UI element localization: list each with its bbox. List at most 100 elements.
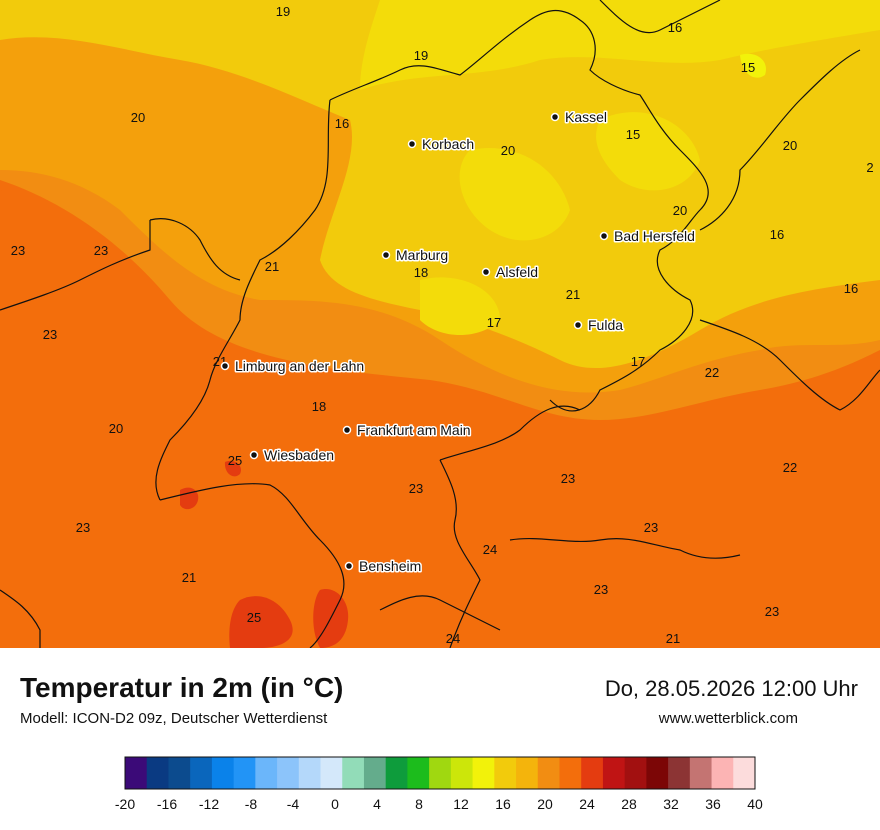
- temperature-value: 24: [446, 631, 460, 646]
- city-label: Wiesbaden: [264, 447, 334, 463]
- city-label: Frankfurt am Main: [357, 422, 471, 438]
- temperature-value: 23: [644, 520, 658, 535]
- scale-swatch: [363, 757, 387, 789]
- scale-swatch: [255, 757, 278, 789]
- temperature-value: 20: [783, 138, 797, 153]
- city-marker: Frankfurt am Main: [342, 421, 472, 440]
- bright-zone: [740, 53, 766, 78]
- hot-spot: [180, 487, 199, 510]
- temperature-value: 18: [312, 399, 326, 414]
- scale-tick-label: 20: [537, 796, 553, 812]
- map-canvas: 19 19 16 15 20 16 15 20 20 2 20 16 23 23 21 18 21 16 23 17 2…: [0, 0, 880, 648]
- temperature-value: 22: [705, 365, 719, 380]
- scale-swatch: [190, 757, 213, 789]
- scale-tick-label: -4: [287, 796, 300, 812]
- forecast-datetime: Do, 28.05.2026 12:00 Uhr: [604, 676, 858, 701]
- city-label: Kassel: [565, 109, 607, 125]
- warm-zone: [0, 190, 34, 390]
- temperature-value: 21: [666, 631, 680, 646]
- scale-tick-label: 28: [621, 796, 637, 812]
- model-info: Modell: ICON-D2 09z, Deutscher Wetterdie…: [20, 710, 328, 727]
- temperature-value: 15: [741, 60, 755, 75]
- scale-swatch: [342, 757, 365, 789]
- city-label: Fulda: [588, 317, 623, 333]
- temperature-value: 23: [409, 481, 423, 496]
- temperature-value: 16: [335, 116, 349, 131]
- temperature-values: 19 19 16 15 20 16 15 20 20 2 20 16 23 23 21 18 21 16 23 17 2…: [11, 4, 874, 646]
- temperature-map: 19 19 16 15 20 16 15 20 20 2 20 16 23 23 21 18 21 16 23 17 2…: [0, 0, 880, 648]
- city-label: Bad Hersfeld: [614, 228, 695, 244]
- temperature-value: 23: [765, 604, 779, 619]
- temperature-value: 22: [783, 460, 797, 475]
- legend-panel: Temperatur in 2m (in °C) Modell: ICON-D2…: [0, 648, 880, 830]
- scale-swatch: [472, 757, 495, 789]
- city-dot: [249, 450, 259, 460]
- temperature-value: 24: [483, 542, 497, 557]
- city-dot: [407, 139, 417, 149]
- city-marker: Bad Hersfeld: [599, 227, 696, 246]
- city-label: Limburg an der Lahn: [235, 358, 364, 374]
- city-marker: Marburg: [381, 246, 450, 265]
- temperature-value: 19: [276, 4, 290, 19]
- bright-zone: [596, 112, 700, 191]
- website-label: www.wetterblick.com: [658, 710, 798, 727]
- scale-tick-label: 24: [579, 796, 595, 812]
- scale-tick-label: 36: [705, 796, 721, 812]
- warm-zone: [0, 180, 880, 648]
- scale-swatch: [298, 757, 322, 789]
- scale-swatch: [494, 757, 517, 789]
- temperature-value: 16: [668, 20, 682, 35]
- city-marker: Alsfeld: [481, 263, 540, 282]
- temperature-value: 21: [265, 259, 279, 274]
- temperature-value: 16: [844, 281, 858, 296]
- scale-swatch: [624, 757, 647, 789]
- city-label: Bensheim: [359, 558, 421, 574]
- temperature-value: 20: [131, 110, 145, 125]
- city-dot: [220, 361, 230, 371]
- city-dot: [342, 425, 352, 435]
- city-label: Korbach: [422, 136, 474, 152]
- scale-swatch: [733, 757, 756, 789]
- temperature-value: 17: [487, 315, 501, 330]
- scale-border: [124, 756, 756, 790]
- city-marker: Korbach: [407, 135, 476, 154]
- scale-tick-label: -16: [157, 796, 177, 812]
- scale-swatch: [211, 757, 235, 789]
- scale-tick-label: 16: [495, 796, 511, 812]
- city-marker: Bensheim: [344, 557, 423, 576]
- temperature-value: 18: [414, 265, 428, 280]
- city-marker: Limburg an der Lahn: [220, 357, 366, 376]
- scale-swatch: [689, 757, 713, 789]
- scale-swatch: [277, 757, 300, 789]
- temperature-value: 15: [626, 127, 640, 142]
- city-marker: Kassel: [550, 108, 609, 127]
- scale-tick-label: 8: [415, 796, 423, 812]
- scale-tick-label: 12: [453, 796, 469, 812]
- scale-swatch: [668, 757, 691, 789]
- temperature-value: 20: [501, 143, 515, 158]
- scale-swatch: [602, 757, 626, 789]
- city-markers: Kassel Korbach Bad Hersfeld Marburg Alsfeld F…: [220, 108, 696, 576]
- scale-swatch: [125, 757, 148, 789]
- scale-swatch: [711, 757, 734, 789]
- scale-tick-label: -12: [199, 796, 219, 812]
- bright-zone: [459, 148, 570, 241]
- temperature-value: 23: [94, 243, 108, 258]
- city-dot: [481, 267, 491, 277]
- temperature-value: 23: [11, 243, 25, 258]
- temperature-value: 23: [594, 582, 608, 597]
- temperature-value: 25: [228, 453, 242, 468]
- temperature-value: 23: [76, 520, 90, 535]
- temperature-value: 23: [561, 471, 575, 486]
- scale-tick-label: -20: [115, 796, 135, 812]
- temperature-value: 23: [43, 327, 57, 342]
- scale-swatch: [516, 757, 539, 789]
- temperature-value: 25: [247, 610, 261, 625]
- temperature-value: 20: [673, 203, 687, 218]
- temperature-value: 20: [109, 421, 123, 436]
- yellow-zone: [0, 0, 880, 369]
- city-marker: Fulda: [573, 316, 625, 335]
- scale-swatch: [233, 757, 256, 789]
- scale-swatch: [320, 757, 343, 789]
- city-dot: [381, 250, 391, 260]
